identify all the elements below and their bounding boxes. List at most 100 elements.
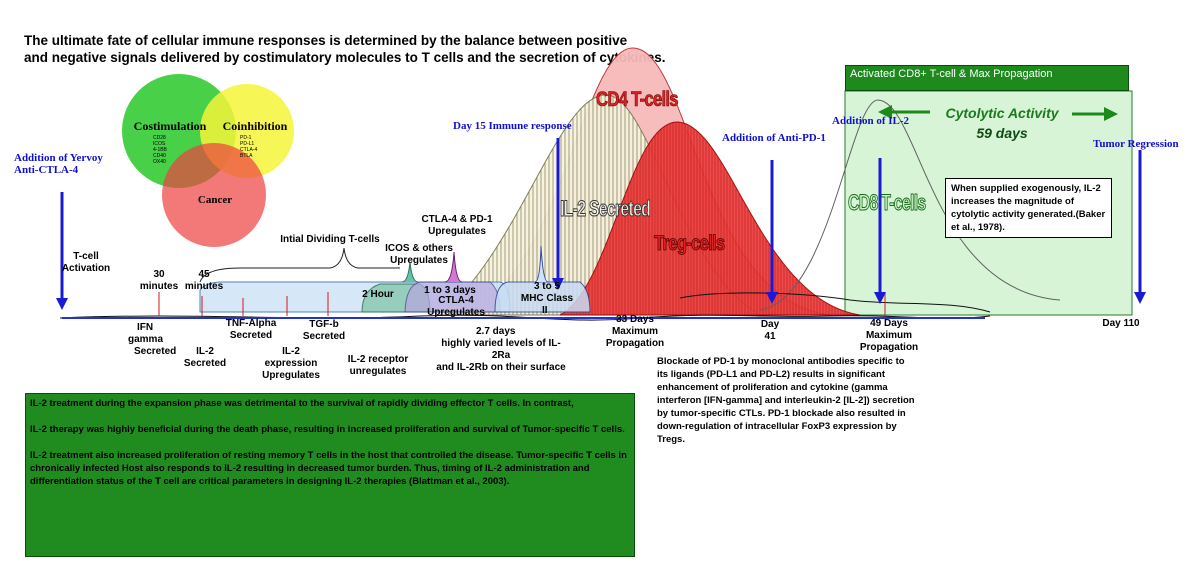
label-line: 30: [153, 269, 165, 280]
coinhib-item: CTLA-4: [240, 147, 258, 153]
cd8-panel-header: Activated CD8+ T-cell & Max Propagation: [845, 65, 1129, 91]
il2-secreted-curve-label: IL-2 Secreted: [560, 196, 652, 222]
ctla4-up-label: CTLA-4 Upregulates: [420, 295, 492, 319]
costim-molecule-list: CD28 ICOS 4-1BB CD40 OX40: [153, 135, 183, 165]
il2-therapy-paragraph: IL-2 treatment also increased proliferat…: [30, 450, 627, 487]
label-line: highly varied levels of IL-2Ra: [441, 338, 561, 361]
day15-label: Day 15 Immune response: [453, 120, 572, 132]
cd4-label: CD4 T-cells: [596, 88, 679, 112]
tcell-activation-label: T-cell Activation: [58, 251, 114, 275]
coinhib-item: BTLA: [240, 153, 253, 159]
label-line: unregulates: [349, 366, 407, 377]
label-line: Maximum: [865, 330, 913, 341]
label-line: Propagation: [859, 342, 919, 353]
venn-coinhibition-label: Coinhibition: [222, 119, 288, 133]
ctla4-spike: [444, 251, 463, 283]
label-line: CTLA-4 & PD-1: [421, 214, 493, 225]
label-line: Secreted: [134, 346, 177, 357]
label-line: Upregulates: [390, 255, 448, 266]
ifn-label: IFN gamma Secreted: [128, 322, 177, 358]
day110-label: Day 110: [1102, 318, 1140, 329]
label-line: 49 Days: [870, 318, 908, 329]
coinhib-molecule-list: PD-1 PD-L1 CTLA-4 BTLA: [240, 135, 270, 159]
label-line: and IL-2Rb on their surface: [436, 362, 566, 373]
label-line: Secreted: [229, 330, 273, 341]
label-line: Activation: [61, 263, 111, 274]
day41-label: Day 41: [752, 319, 788, 343]
red-ticks: [158, 292, 886, 316]
label-line: 33 Days: [616, 314, 654, 325]
il2-therapy-box: IL-2 treatment during the expansion phas…: [25, 393, 635, 557]
coinhib-item: PD-1: [240, 135, 252, 141]
label-line: 2.7 days: [476, 326, 516, 337]
phase-region-3to5: [494, 281, 591, 313]
il2-therapy-paragraph: IL-2 treatment during the expansion phas…: [30, 398, 574, 409]
yervoy-label: Addition of Yervoy Anti-CTLA-4: [14, 152, 114, 176]
label-line: IFN: [136, 322, 154, 333]
anti-pd1-label: Addition of Anti-PD-1: [722, 132, 826, 144]
label-line: Secreted: [183, 358, 227, 369]
yervoy-line: Anti-CTLA-4: [14, 164, 79, 176]
il2-expression-label: IL-2 expression Upregulates: [256, 346, 326, 382]
il2-receptor-label: IL-2 receptor unregulates: [336, 354, 420, 378]
days27-label: 2.7 days highly varied levels of IL-2Ra …: [436, 326, 566, 374]
label-line: Upregulates: [262, 370, 320, 381]
label-line: 3 to 5: [533, 281, 561, 292]
costim-item: 4-1BB: [153, 147, 167, 153]
label-line: IL-2: [282, 346, 300, 357]
label-line: T-cell: [73, 251, 99, 262]
mhc-spike: [534, 245, 549, 283]
two-hour-label: 2 Hour: [362, 289, 394, 300]
tumor-regression-label: Tumor Regression: [1093, 138, 1179, 150]
icos-label: ICOS & others Upregulates: [380, 243, 458, 267]
label-line: CTLA-4: [438, 295, 474, 306]
coinhib-item: PD-L1: [240, 141, 255, 147]
icos-spike: [401, 261, 419, 283]
label-line: TNF-Alpha: [225, 318, 277, 329]
label-line: 41: [764, 331, 776, 342]
initial-dividing-label: Intial Dividing T-cells: [280, 234, 380, 245]
label-line: Upregulates: [427, 307, 485, 318]
yervoy-line: Addition of Yervoy: [14, 152, 103, 164]
label-line: MHC Class: [520, 293, 574, 304]
il2-therapy-paragraph: IL-2 therapy was highly beneficial durin…: [30, 424, 625, 435]
treg-label: Treg-cells: [654, 232, 726, 256]
costim-item: ICOS: [153, 141, 166, 147]
title-line-2: and negative signals delivered by costim…: [24, 50, 666, 65]
costim-item: OX40: [153, 159, 166, 165]
tnf-label: TNF-Alpha Secreted: [220, 318, 282, 342]
il2-addition-label: Addition of IL-2: [832, 115, 910, 127]
cd8-curve: [759, 99, 1061, 311]
label-line: Propagation: [605, 338, 665, 349]
treg-curve: [559, 121, 861, 316]
label-line: gamma: [128, 334, 164, 345]
il2-secreted-label: IL-2 Secreted: [180, 346, 230, 370]
page-title: The ultimate fate of cellular immune res…: [24, 32, 764, 66]
il2-quote-box: When supplied exogenously, IL-2 increase…: [945, 178, 1112, 238]
cytolytic-line-1: Cytolytic Activity: [945, 105, 1059, 121]
cytolytic-line-2: 59 days: [976, 125, 1028, 141]
label-line: TGF-b: [309, 319, 339, 330]
label-line: minutes: [139, 281, 179, 292]
cytolytic-activity: Cytolytic Activity 59 days: [932, 103, 1072, 143]
min30-label: 30 minutes: [134, 269, 184, 293]
costim-item: CD40: [153, 153, 166, 159]
costim-item: CD28: [153, 135, 166, 141]
blue-arrows: [56, 138, 1146, 310]
label-line: II: [542, 305, 548, 316]
ctla4-pd1-label: CTLA-4 & PD-1 Upregulates: [412, 214, 502, 238]
three-to-five-label: 3 to 5 MHC Class II: [508, 281, 586, 317]
label-line: Secreted: [302, 331, 346, 342]
label-line: IL-2: [196, 346, 214, 357]
venn-cancer-circle: [162, 143, 266, 247]
pd1-blockade-text: Blockade of PD-1 by monoclonal antibodie…: [657, 356, 915, 445]
initial-dividing-bracket: [199, 247, 400, 283]
label-line: ICOS & others: [385, 243, 453, 254]
label-line: Upregulates: [428, 226, 486, 237]
cytolytic-arrow: [878, 105, 1118, 121]
days49-label: 49 Days Maximum Propagation: [852, 318, 926, 354]
venn-costimulation-label: Costimulation: [133, 119, 207, 133]
label-line: expression: [264, 358, 318, 369]
label-line: IL-2 receptor: [347, 354, 409, 365]
